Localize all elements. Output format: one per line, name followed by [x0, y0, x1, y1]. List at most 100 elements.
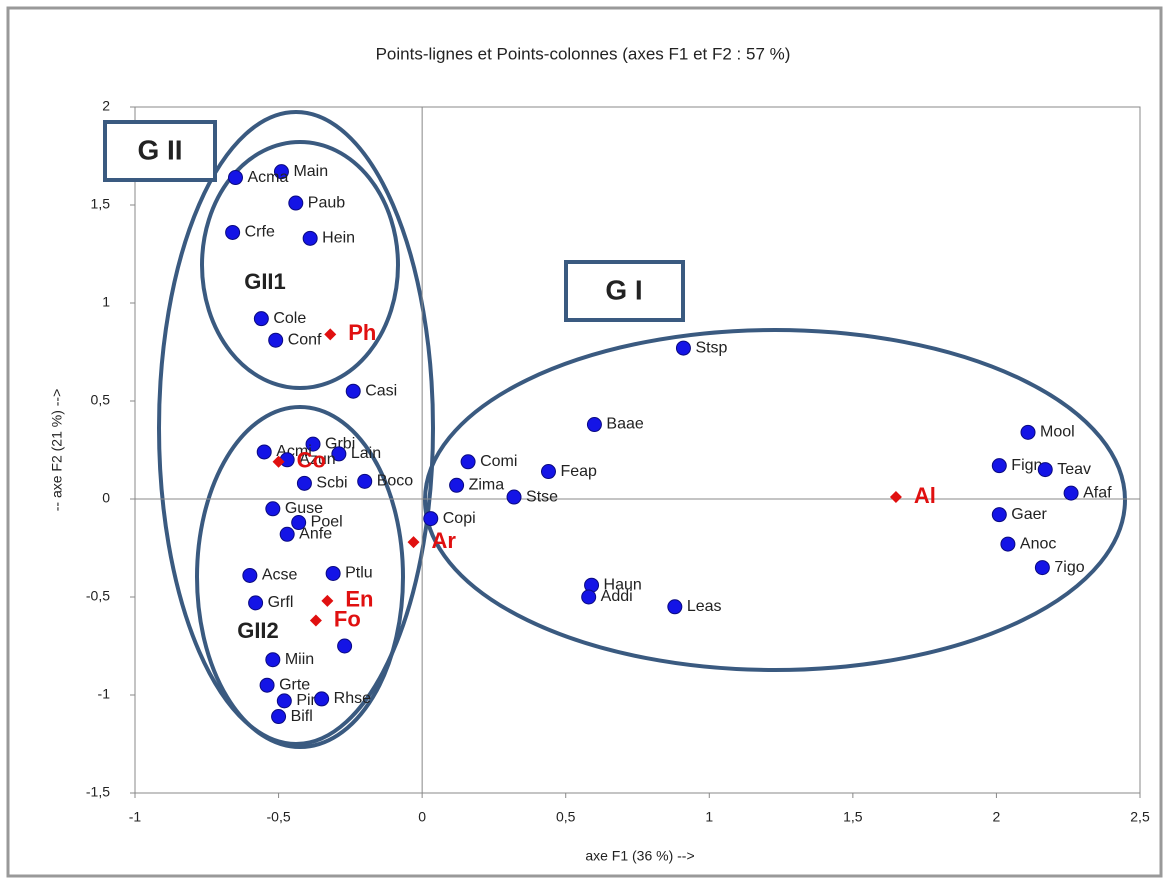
group-label: G II [137, 134, 182, 165]
x-tick-label: 2,5 [1130, 809, 1150, 825]
point [1037, 462, 1053, 478]
point-label: Fign [1011, 457, 1042, 474]
chart-title: Points-lignes et Points-colonnes (axes F… [376, 44, 791, 63]
point [586, 417, 602, 433]
point [449, 477, 465, 493]
point-label: Cole [273, 310, 306, 327]
y-tick-label: -1,5 [86, 784, 110, 800]
point-label: Bifl [291, 708, 313, 725]
point-label: Leas [687, 598, 722, 615]
point-label: Lain [351, 445, 381, 462]
point-label: Acma [248, 169, 289, 186]
point [273, 164, 289, 180]
point-label: Grbi [325, 435, 355, 452]
group-ellipse [200, 140, 400, 390]
point [581, 589, 597, 605]
point-label: Miin [285, 651, 314, 668]
point [675, 340, 691, 356]
point [460, 454, 476, 470]
point-label: Boco [377, 473, 414, 490]
point [423, 511, 439, 527]
point [506, 489, 522, 505]
point [309, 614, 322, 627]
point [265, 501, 281, 517]
point-label: Stse [526, 488, 558, 505]
group-ellipse [195, 405, 405, 749]
point [540, 464, 556, 480]
point [667, 599, 683, 615]
point [228, 170, 243, 186]
point-label: Crfe [245, 224, 275, 241]
point-label: 7igo [1054, 559, 1084, 576]
point-label: Casi [365, 382, 397, 399]
point [288, 195, 304, 211]
y-tick-label: 0 [102, 490, 110, 506]
point [407, 536, 420, 549]
group-label: G I [605, 274, 642, 305]
point-label: Mool [1040, 424, 1075, 441]
x-tick-label: 2 [993, 809, 1001, 825]
point-label: Conf [288, 331, 322, 348]
point [1020, 424, 1036, 440]
y-tick-label: 0,5 [91, 392, 111, 408]
point [272, 455, 285, 468]
plot-area [134, 106, 1141, 794]
point-label: Al [914, 483, 936, 508]
point-label: Azun [299, 451, 335, 468]
point-label: Scbi [316, 475, 347, 492]
point [279, 526, 295, 542]
point-label: Anoc [1020, 535, 1056, 552]
point-label: Baae [606, 416, 643, 433]
point-label: Ph [348, 320, 376, 345]
y-tick-label: 2 [102, 98, 110, 114]
point-label: Teav [1057, 461, 1091, 478]
point-label: Guse [285, 500, 323, 517]
point [991, 507, 1007, 523]
point [271, 709, 287, 725]
point [253, 311, 269, 327]
point [325, 565, 341, 581]
point [248, 595, 264, 611]
point [242, 567, 258, 583]
point [1063, 485, 1079, 501]
point [324, 328, 337, 341]
point-label: Paub [308, 194, 345, 211]
x-tick-label: 0,5 [556, 809, 576, 825]
y-tick-label: 1 [102, 294, 110, 310]
x-tick-label: 0 [418, 809, 426, 825]
point [314, 691, 330, 707]
point [296, 475, 312, 491]
point [291, 515, 307, 531]
point [1034, 560, 1050, 576]
point-label: Haun [604, 576, 642, 593]
point-label: Copi [443, 510, 476, 527]
point [321, 594, 334, 607]
point [337, 638, 353, 654]
point-label: Feap [560, 463, 597, 480]
point [305, 436, 321, 452]
x-tick-label: -1 [129, 809, 142, 825]
point-label: Addi [601, 588, 633, 605]
x-tick-label: -0,5 [267, 809, 291, 825]
point-label: Gaer [1011, 506, 1047, 523]
point-label: Acse [262, 567, 298, 584]
point-label: Rhse [334, 690, 371, 707]
point-label: Main [293, 163, 328, 180]
layout [103, 110, 1127, 749]
point [991, 458, 1007, 474]
y-axis-label: -- axe F2 (21 %) --> [49, 389, 65, 512]
point-label: Poel [311, 514, 343, 531]
point-label: Anfe [299, 525, 332, 542]
point [225, 224, 241, 240]
point [302, 230, 318, 246]
point-label: En [345, 587, 373, 612]
point-label: Ptlu [345, 565, 373, 582]
point [268, 332, 284, 348]
point-label: Grte [279, 676, 310, 693]
x-axis-label: axe F1 (36 %) --> [585, 848, 694, 864]
point [1000, 536, 1016, 552]
point [256, 444, 272, 460]
point [265, 652, 281, 668]
